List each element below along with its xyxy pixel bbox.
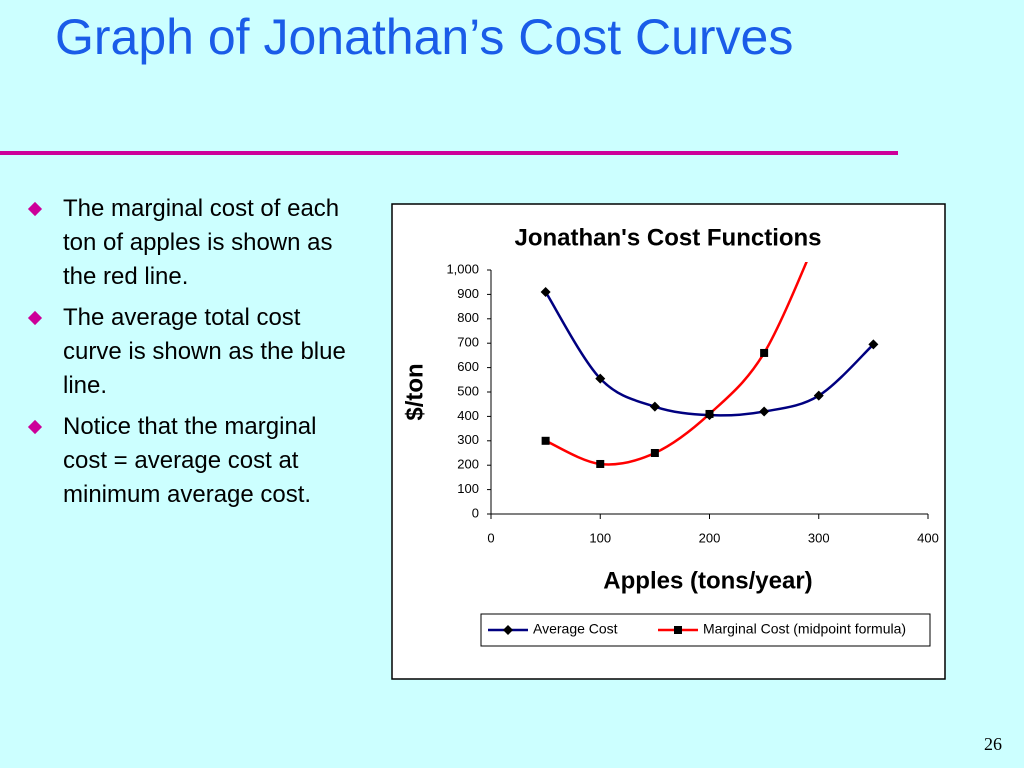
chart-title: Jonathan's Cost Functions xyxy=(514,224,821,251)
title-rule xyxy=(0,151,898,155)
marker xyxy=(759,406,770,417)
marker xyxy=(541,436,550,445)
marker xyxy=(540,286,551,297)
y-tick-label: 600 xyxy=(457,359,479,374)
marker xyxy=(503,625,513,635)
page-number: 26 xyxy=(984,734,1002,754)
x-axis-label: Apples (tons/year) xyxy=(603,567,812,594)
marker xyxy=(868,339,879,350)
y-tick-label: 500 xyxy=(457,383,479,398)
x-tick-label: 200 xyxy=(699,530,721,545)
y-tick-label: 0 xyxy=(472,505,479,520)
marker xyxy=(595,373,606,384)
marker xyxy=(596,459,605,468)
y-tick-label: 300 xyxy=(457,432,479,447)
bullet-list: The marginal cost of each ton of apples … xyxy=(24,192,354,519)
y-tick-label: 100 xyxy=(457,481,479,496)
marker xyxy=(705,409,714,418)
y-tick-label: 900 xyxy=(457,286,479,301)
y-tick-label: 200 xyxy=(457,457,479,472)
bullet: Notice that the marginal cost = average … xyxy=(24,410,353,512)
x-tick-label: 0 xyxy=(487,530,494,545)
x-tick-label: 400 xyxy=(917,530,939,545)
y-tick-label: 700 xyxy=(457,335,479,350)
y-axis-label: $/ton xyxy=(401,363,428,420)
y-tick-label: 1,000 xyxy=(446,261,479,276)
x-tick-label: 100 xyxy=(589,530,611,545)
legend-label: Average Cost xyxy=(533,621,618,637)
legend-label: Marginal Cost (midpoint formula) xyxy=(703,621,906,637)
chart-frame xyxy=(391,203,946,680)
y-tick-label: 400 xyxy=(457,408,479,423)
marker xyxy=(760,348,769,357)
x-tick-label: 300 xyxy=(808,530,830,545)
bullet: The marginal cost of each ton of apples … xyxy=(24,192,353,294)
marker xyxy=(650,449,659,457)
marker xyxy=(674,626,682,634)
bullet: The average total cost curve is shown as… xyxy=(24,301,353,403)
legend xyxy=(480,613,931,647)
marker xyxy=(649,401,660,412)
marker xyxy=(813,390,824,401)
slide-title: Graph of Jonathan’s Cost Curves xyxy=(55,9,794,65)
plot-area xyxy=(540,262,879,468)
y-tick-label: 800 xyxy=(457,310,479,325)
